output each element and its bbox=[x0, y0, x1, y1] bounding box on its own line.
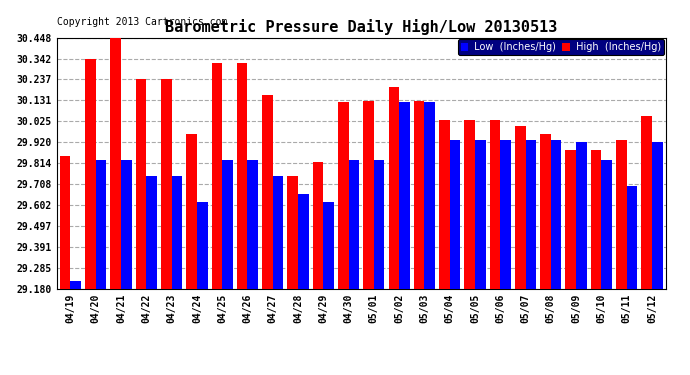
Bar bbox=[96, 160, 106, 289]
Bar bbox=[288, 176, 298, 289]
Bar bbox=[110, 37, 121, 289]
Bar bbox=[212, 63, 222, 289]
Bar bbox=[70, 281, 81, 289]
Bar bbox=[186, 134, 197, 289]
Bar bbox=[85, 59, 96, 289]
Legend:  Low  (Inches/Hg) ,  High  (Inches/Hg): Low (Inches/Hg) , High (Inches/Hg) bbox=[457, 39, 664, 55]
Bar bbox=[399, 102, 410, 289]
Bar bbox=[172, 176, 182, 289]
Bar bbox=[566, 150, 576, 289]
Bar bbox=[616, 140, 627, 289]
Bar bbox=[388, 87, 399, 289]
Bar bbox=[222, 160, 233, 289]
Bar bbox=[500, 140, 511, 289]
Bar bbox=[641, 116, 652, 289]
Bar bbox=[490, 120, 500, 289]
Bar bbox=[439, 120, 450, 289]
Bar bbox=[414, 100, 424, 289]
Bar bbox=[161, 79, 172, 289]
Bar bbox=[591, 150, 602, 289]
Bar bbox=[475, 140, 486, 289]
Bar bbox=[136, 79, 146, 289]
Bar bbox=[464, 120, 475, 289]
Bar bbox=[324, 202, 334, 289]
Bar bbox=[363, 100, 374, 289]
Bar bbox=[313, 162, 324, 289]
Bar bbox=[515, 126, 526, 289]
Bar bbox=[602, 160, 612, 289]
Bar bbox=[374, 160, 384, 289]
Bar bbox=[146, 176, 157, 289]
Bar bbox=[298, 194, 308, 289]
Bar bbox=[551, 140, 562, 289]
Bar bbox=[262, 94, 273, 289]
Bar bbox=[652, 142, 662, 289]
Bar bbox=[197, 202, 208, 289]
Text: Copyright 2013 Cartronics.com: Copyright 2013 Cartronics.com bbox=[57, 18, 227, 27]
Title: Barometric Pressure Daily High/Low 20130513: Barometric Pressure Daily High/Low 20130… bbox=[165, 19, 558, 35]
Bar bbox=[348, 160, 359, 289]
Bar bbox=[121, 160, 132, 289]
Bar bbox=[424, 102, 435, 289]
Bar bbox=[237, 63, 248, 289]
Bar bbox=[627, 186, 638, 289]
Bar bbox=[273, 176, 284, 289]
Bar bbox=[248, 160, 258, 289]
Bar bbox=[60, 156, 70, 289]
Bar bbox=[540, 134, 551, 289]
Bar bbox=[526, 140, 536, 289]
Bar bbox=[576, 142, 586, 289]
Bar bbox=[450, 140, 460, 289]
Bar bbox=[338, 102, 348, 289]
